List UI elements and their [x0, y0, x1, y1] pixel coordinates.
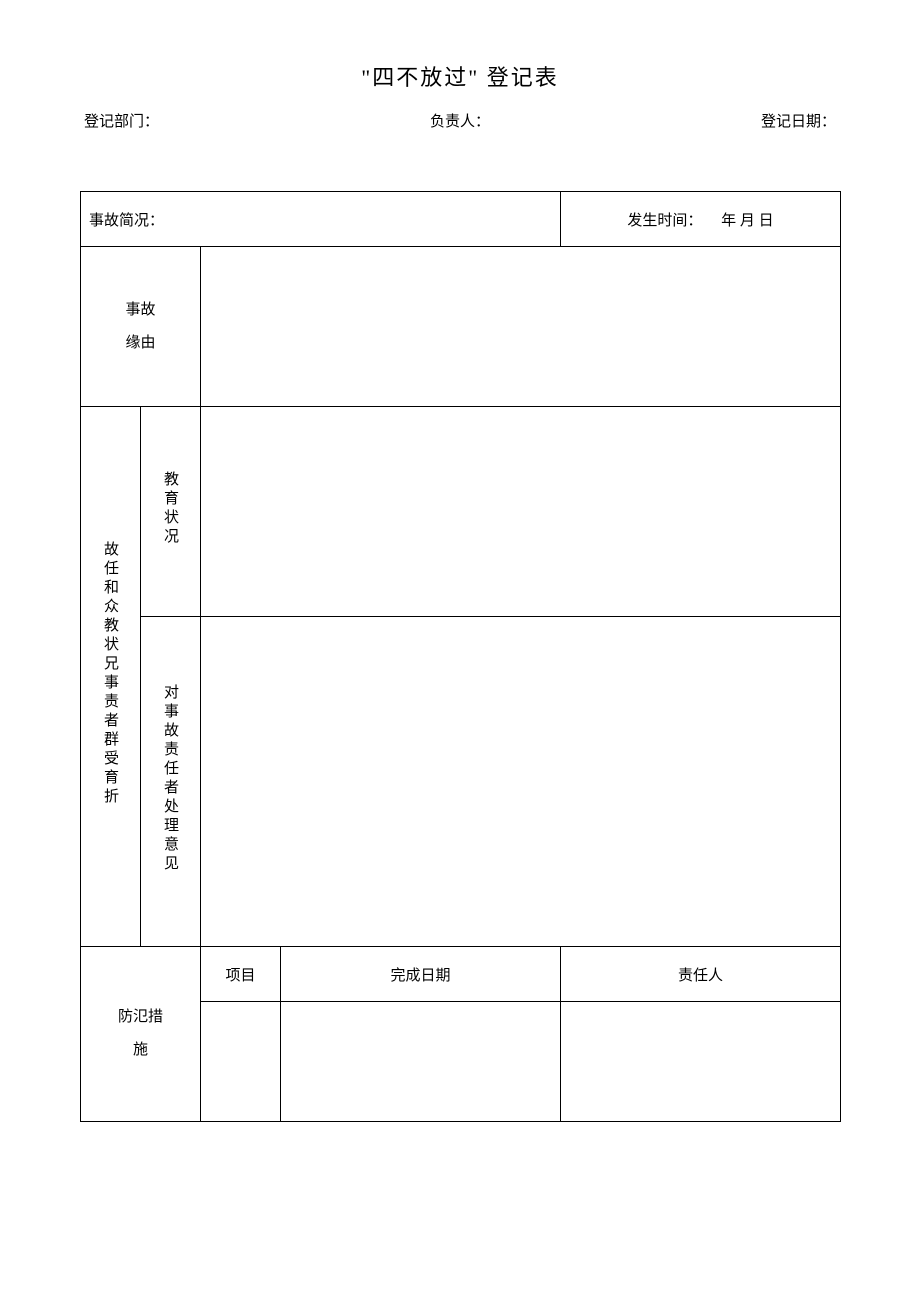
summary-label: 事故简况： [89, 213, 164, 229]
person-label: 负责人： [430, 110, 490, 131]
edu-content [201, 407, 841, 617]
measure-label-cell: 防氾措 施 [81, 947, 201, 1122]
header-row: 登记部门： 负责人： 登记日期： [80, 110, 840, 131]
page-title: "四不放过" 登记表 [80, 60, 840, 92]
opinion-content [201, 617, 841, 947]
measure-date-cell [281, 1002, 561, 1122]
cause-content [201, 247, 841, 407]
col-person-header: 责任人 [561, 947, 841, 1002]
dept-label: 登记部门： [84, 110, 159, 131]
col-project-header: 项目 [201, 947, 281, 1002]
time-cell: 发生时间： 年 月 日 [561, 192, 841, 247]
summary-cell: 事故简况： [81, 192, 561, 247]
form-table: 事故简况： 发生时间： 年 月 日 事故 缘由 故任和众教状兄事责者群受育折 教… [80, 191, 841, 1122]
edu-label-cell: 教育状况 [141, 407, 201, 617]
edu-vertical-text: 教育状况 [160, 471, 181, 547]
cause-line2: 缘由 [89, 327, 192, 360]
time-value: 年 月 日 [721, 213, 774, 229]
measure-person-cell [561, 1002, 841, 1122]
time-label: 发生时间： [627, 213, 702, 229]
col-date-header: 完成日期 [281, 947, 561, 1002]
group-vertical-text: 故任和众教状兄事责者群受育折 [100, 541, 121, 807]
opinion-vertical-text: 对事故责任者处理意见 [160, 684, 181, 874]
cause-line1: 事故 [89, 294, 192, 327]
measure-line1: 防氾措 [89, 1001, 192, 1034]
measure-line2: 施 [89, 1034, 192, 1067]
date-label: 登记日期： [761, 110, 836, 131]
cause-label-cell: 事故 缘由 [81, 247, 201, 407]
opinion-label-cell: 对事故责任者处理意见 [141, 617, 201, 947]
measure-project-cell [201, 1002, 281, 1122]
group-label-cell: 故任和众教状兄事责者群受育折 [81, 407, 141, 947]
